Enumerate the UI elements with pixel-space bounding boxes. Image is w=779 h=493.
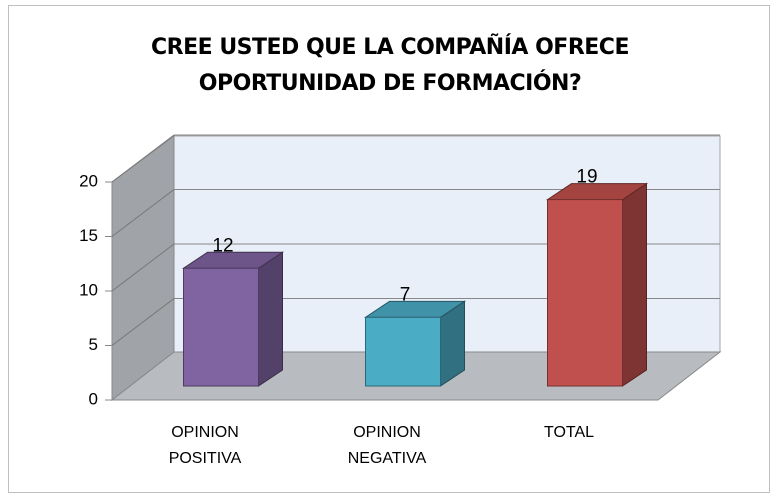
x-tick-label: OPINION POSITIVA xyxy=(168,424,242,467)
bar-side xyxy=(258,251,283,387)
y-tick-label: 5 xyxy=(89,335,98,354)
grid-line xyxy=(111,298,175,346)
data-label: 19 xyxy=(576,167,597,188)
y-tick-label: 20 xyxy=(79,171,98,190)
grid-line xyxy=(111,243,175,292)
y-tick-label: 15 xyxy=(79,226,98,245)
x-tick-label: OPINION NEGATIVA xyxy=(347,424,427,467)
chart-title: CREE USTED QUE LA COMPAÑÍA OFRECE OPORTU… xyxy=(151,35,629,96)
bar-side xyxy=(622,182,647,387)
grid-line xyxy=(111,134,175,183)
bar xyxy=(547,199,623,387)
bar xyxy=(183,267,259,387)
y-tick-label: 10 xyxy=(79,280,98,299)
data-label: 12 xyxy=(212,235,233,256)
bar xyxy=(365,316,441,387)
grid-line xyxy=(111,189,175,237)
x-tick-label: TOTAL xyxy=(543,424,595,441)
data-label: 7 xyxy=(400,284,411,305)
y-tick-label: 0 xyxy=(89,389,98,408)
